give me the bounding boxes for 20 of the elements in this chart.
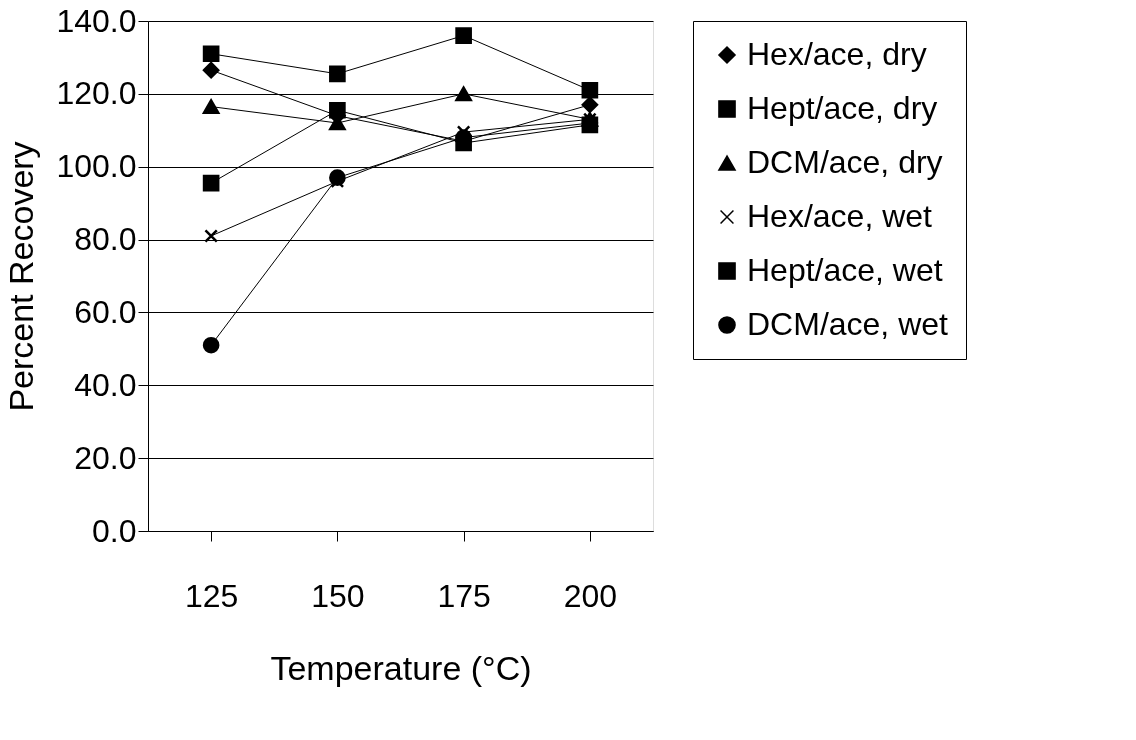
y-tick-label: 120.0 (56, 75, 137, 112)
x-axis-title: Temperature (°C) (270, 648, 532, 687)
x-tick-label: 150 (311, 577, 365, 614)
y-tick-label: 20.0 (74, 439, 137, 476)
y-tick-label: 80.0 (74, 221, 137, 258)
legend-label: Hex/ace, wet (747, 198, 933, 234)
y-tick-label: 0.0 (92, 512, 137, 549)
y-tick-label: 40.0 (74, 366, 137, 403)
legend-label: Hex/ace, dry (747, 36, 927, 72)
y-tick-label: 60.0 (74, 293, 137, 330)
legend-label: Hept/ace, wet (747, 252, 943, 288)
y-tick-label: 140.0 (56, 2, 137, 39)
y-axis-title: Percent Recovery (2, 141, 41, 412)
legend-label: DCM/ace, dry (747, 144, 943, 180)
x-tick-label: 125 (184, 577, 239, 614)
y-tick-label: 100.0 (56, 148, 137, 185)
legend-label: Hept/ace, dry (747, 90, 938, 126)
x-tick-label: 175 (437, 577, 491, 614)
x-tick-label: 200 (563, 577, 618, 614)
legend-label: DCM/ace, wet (747, 306, 949, 342)
